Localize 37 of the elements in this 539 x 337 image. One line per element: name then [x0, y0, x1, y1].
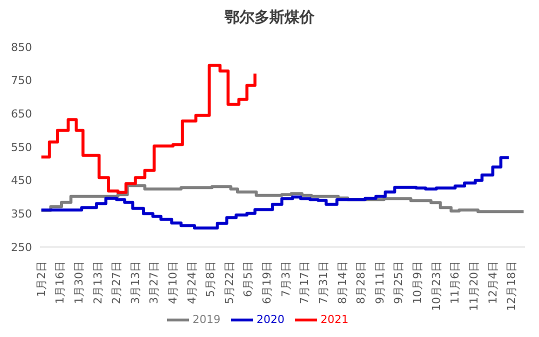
y-tick-label: 850 — [11, 40, 32, 54]
x-tick-label: 11月20日 — [467, 261, 480, 311]
y-tick-label: 450 — [11, 174, 32, 188]
x-tick-label: 8月28日 — [354, 261, 368, 304]
x-tick-label: 5月22日 — [222, 261, 236, 304]
x-tick-label: 6月5日 — [242, 261, 255, 297]
x-tick-label: 1月30日 — [72, 261, 86, 304]
legend-label: 2020 — [256, 313, 284, 326]
x-tick-label: 3月13日 — [128, 261, 142, 304]
x-tick-label: 12月18日 — [505, 261, 518, 311]
x-tick-label: 2月27日 — [110, 261, 124, 304]
x-tick-label: 7月17日 — [298, 261, 312, 304]
y-tick-label: 750 — [11, 74, 32, 88]
y-tick-label: 350 — [11, 208, 32, 221]
y-tick-label: 550 — [11, 140, 32, 154]
x-tick-label: 9月25日 — [392, 261, 406, 304]
legend-label: 2019 — [192, 313, 220, 326]
x-tick-label: 10月23日 — [430, 261, 443, 311]
x-tick-label: 7月3日 — [279, 261, 292, 297]
x-tick-label: 8月14日 — [336, 261, 349, 304]
x-tick-label: 3月27日 — [148, 261, 161, 304]
x-tick-label: 4月10日 — [166, 261, 180, 304]
x-tick-label: 1月16日 — [54, 261, 67, 304]
x-tick-label: 9月11日 — [373, 261, 386, 304]
x-tick-label: 1月2日 — [34, 261, 48, 297]
x-tick-label: 12月4日 — [486, 261, 500, 304]
x-tick-label: 7月31日 — [316, 261, 330, 304]
x-tick-label: 6月19日 — [260, 261, 274, 304]
chart-title: 鄂尔多斯煤价 — [224, 8, 316, 27]
legend-label: 2021 — [320, 313, 348, 326]
x-tick-label: 5月8日 — [204, 261, 218, 297]
y-tick-label: 650 — [11, 108, 32, 121]
x-tick-label: 10月9日 — [411, 261, 424, 304]
x-tick-label: 11月6日 — [448, 261, 462, 304]
x-tick-label: 4月24日 — [185, 261, 198, 304]
y-tick-label: 250 — [11, 240, 32, 254]
x-tick-label: 2月13日 — [91, 261, 104, 304]
